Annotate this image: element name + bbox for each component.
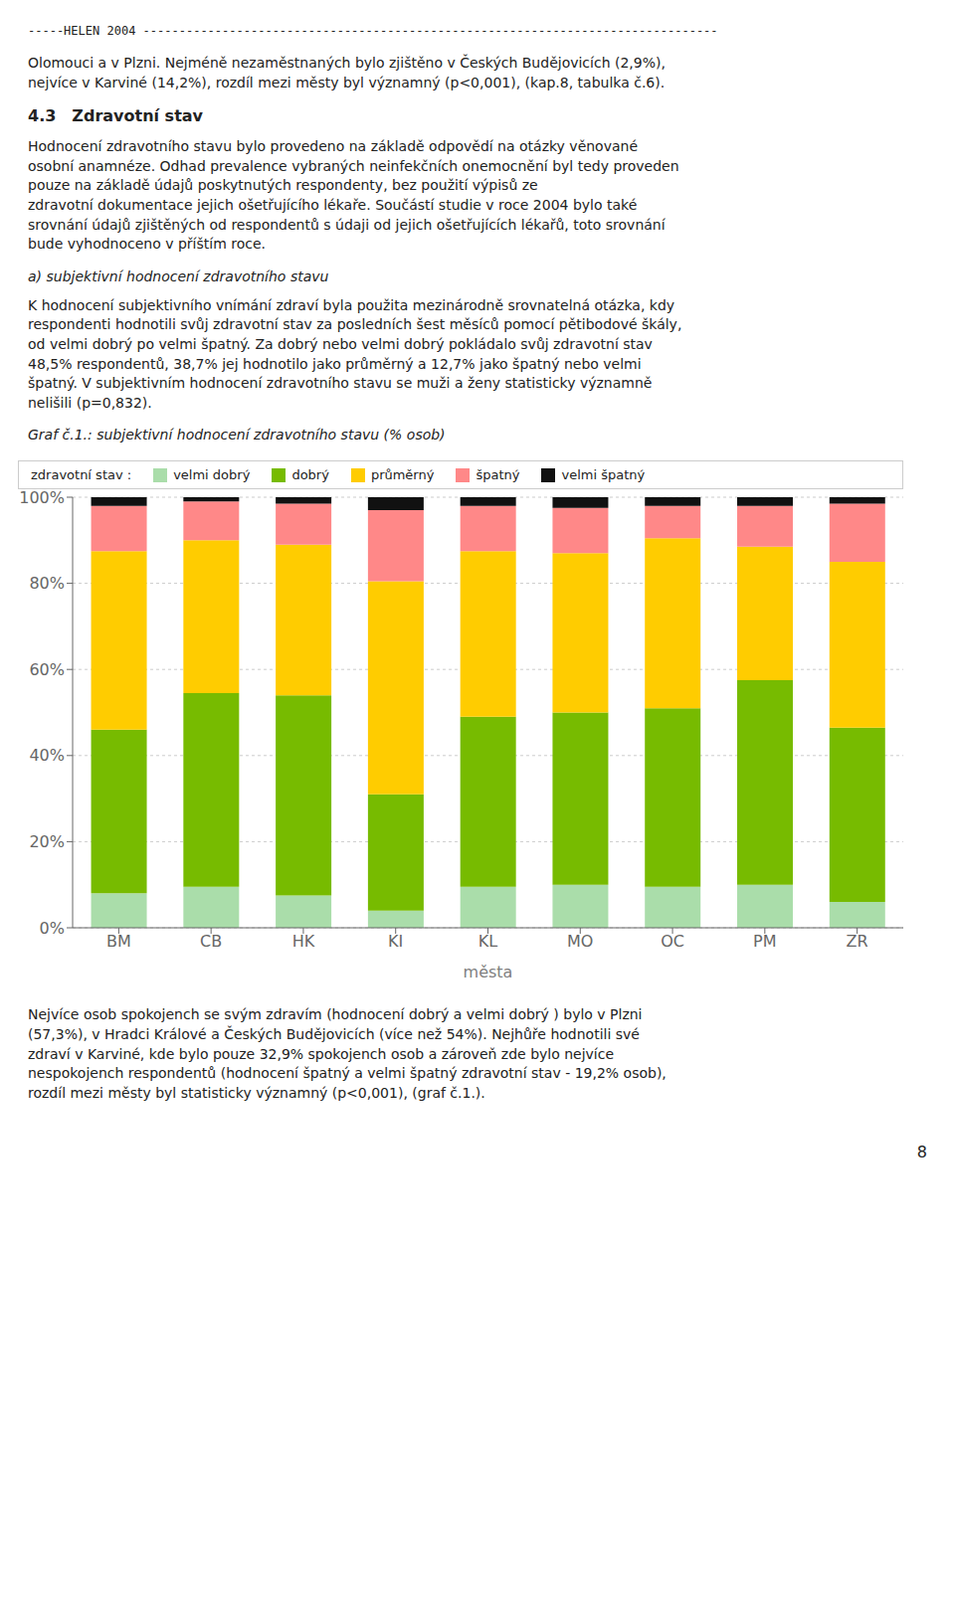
html-text:velmi špatný: velmi špatný (561, 467, 645, 483)
svg-text:BM: BM (106, 933, 132, 953)
svg-text:60%: 60% (28, 660, 65, 680)
svg-text:HK: HK (292, 933, 316, 953)
svg-text:20%: 20% (28, 832, 65, 852)
html-text:dobrý: dobrý (291, 467, 330, 483)
html-text:Olomouci a v Plzni. Nejméně ne: Olomouci a v Plzni. Nejméně nezaměstnaný… (27, 54, 666, 91)
html-text:průměrný: průměrný (370, 467, 435, 483)
svg-text:100%: 100% (18, 488, 65, 508)
svg-text:40%: 40% (28, 747, 65, 766)
html-text:Hodnocení zdravotního stavu by: Hodnocení zdravotního stavu bylo provede… (27, 138, 680, 252)
html-text:K hodnocení subjektivního vním: K hodnocení subjektivního vnímání zdraví… (27, 297, 682, 411)
html-text:zdravotní stav :: zdravotní stav : (30, 467, 132, 483)
svg-text:MO: MO (567, 933, 593, 953)
html-text:a) subjektivní hodnocení zdrav: a) subjektivní hodnocení zdravotního sta… (27, 268, 329, 285)
html-text:špatný: špatný (475, 467, 520, 483)
html-text:Graf č.1.: subjektivní hodnoce: Graf č.1.: subjektivní hodnocení zdravot… (27, 427, 446, 443)
svg-text:ZR: ZR (846, 933, 869, 953)
svg-text:KL: KL (478, 933, 498, 953)
html-text:velmi dobrý: velmi dobrý (173, 467, 251, 483)
svg-text:KI: KI (387, 933, 403, 953)
svg-text:CB: CB (199, 933, 222, 953)
html-text:8: 8 (916, 1143, 928, 1163)
svg-text:PM: PM (753, 933, 776, 953)
html-text:4.3 Zdravotní stav: 4.3 Zdravotní stav (27, 106, 203, 126)
svg-text:města: města (463, 962, 514, 982)
svg-text:OC: OC (660, 933, 685, 953)
html-text:Nejvíce osob spokojench se svý: Nejvíce osob spokojench se svým zdravím … (27, 1007, 667, 1101)
svg-text:80%: 80% (28, 574, 65, 594)
svg-text:0%: 0% (39, 919, 65, 939)
html-text:-----HELEN 2004 --------------: -----HELEN 2004 ------------------------… (27, 23, 718, 38)
